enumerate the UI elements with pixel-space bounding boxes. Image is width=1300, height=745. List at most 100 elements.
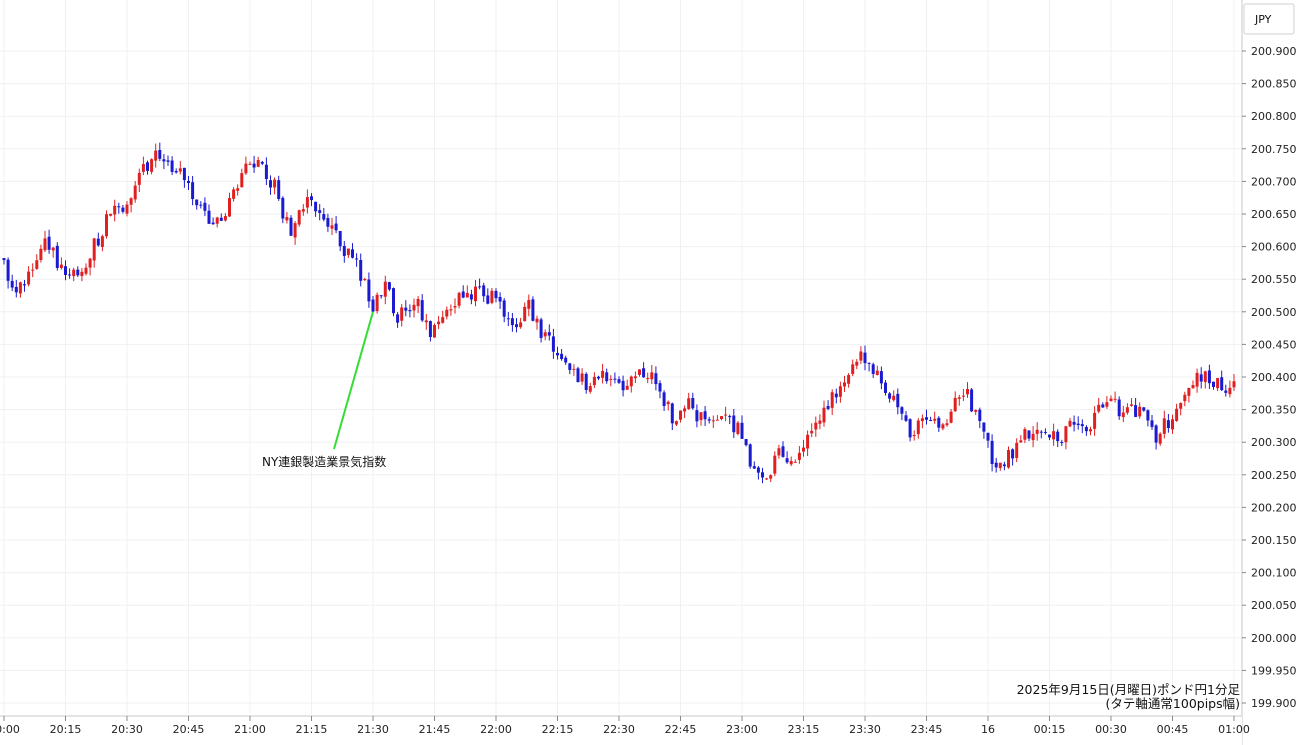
time-tick-label: 22:00 bbox=[480, 723, 512, 736]
candle-body bbox=[133, 185, 137, 200]
candle-body bbox=[6, 259, 10, 281]
price-tick-label: 200.850 bbox=[1251, 78, 1297, 91]
candle-body bbox=[146, 162, 149, 171]
candle-body bbox=[150, 159, 154, 172]
candle-body bbox=[1154, 425, 1158, 443]
candle-body bbox=[1064, 426, 1068, 443]
currency-badge[interactable] bbox=[1243, 3, 1295, 35]
candle-body bbox=[428, 321, 432, 338]
candle-body bbox=[289, 217, 293, 236]
candle-body bbox=[625, 385, 629, 390]
candle-body bbox=[715, 419, 719, 421]
candle-body bbox=[363, 278, 367, 280]
candle-body bbox=[482, 285, 486, 297]
candle-body bbox=[711, 420, 715, 422]
candle-body bbox=[1142, 407, 1146, 411]
candle-body bbox=[195, 199, 199, 206]
candle-body bbox=[916, 420, 920, 435]
candle-body bbox=[691, 398, 695, 409]
candle-body bbox=[1195, 372, 1199, 387]
candle-body bbox=[92, 238, 96, 261]
candle-body bbox=[699, 412, 703, 421]
candle-body bbox=[129, 198, 133, 205]
candle-body bbox=[867, 362, 871, 364]
candle-body bbox=[1191, 385, 1195, 389]
candle-body bbox=[568, 363, 572, 370]
candle-body bbox=[1011, 449, 1015, 459]
candle-body bbox=[1076, 423, 1080, 426]
candle-body bbox=[232, 189, 236, 199]
candle-body bbox=[986, 432, 990, 441]
candle-body bbox=[945, 423, 949, 426]
candle-body bbox=[597, 376, 600, 379]
candle-body bbox=[920, 418, 924, 422]
candle-body bbox=[449, 309, 453, 311]
candle-body bbox=[1101, 404, 1105, 408]
candle-body bbox=[355, 258, 359, 260]
candle-body bbox=[252, 163, 256, 168]
candle-body bbox=[469, 294, 473, 300]
candle-body bbox=[248, 163, 252, 165]
price-tick-label: 200.200 bbox=[1251, 501, 1297, 514]
candle-body bbox=[998, 462, 1002, 468]
candle-body bbox=[621, 380, 625, 391]
candle-body bbox=[76, 269, 80, 276]
candle-body bbox=[736, 422, 740, 434]
candle-body bbox=[687, 398, 691, 409]
candle-body bbox=[523, 306, 527, 322]
candle-body bbox=[810, 430, 814, 434]
candle-body bbox=[1027, 430, 1031, 439]
candle-body bbox=[260, 161, 264, 164]
candle-body bbox=[802, 447, 805, 452]
candle-body bbox=[1125, 407, 1129, 413]
candle-body bbox=[617, 379, 621, 383]
candle-body bbox=[806, 434, 810, 449]
candle-body bbox=[55, 245, 59, 268]
candle-body bbox=[35, 260, 39, 269]
candle-body bbox=[875, 370, 879, 376]
candle-body bbox=[1117, 399, 1121, 417]
price-tick-label: 200.700 bbox=[1251, 175, 1297, 188]
candle-body bbox=[1056, 431, 1060, 442]
candle-body bbox=[318, 210, 322, 213]
candle-body bbox=[1084, 426, 1088, 432]
candles bbox=[2, 142, 1236, 484]
candle-body bbox=[441, 317, 445, 323]
candle-body bbox=[1089, 429, 1092, 432]
candle-body bbox=[64, 266, 67, 275]
candle-body bbox=[551, 336, 555, 352]
time-tick-label: 20:15 bbox=[50, 723, 82, 736]
candle-body bbox=[638, 369, 641, 375]
candle-body bbox=[1052, 431, 1056, 440]
candle-body bbox=[781, 446, 785, 457]
candle-body bbox=[966, 389, 969, 395]
candle-body bbox=[96, 238, 100, 246]
candle-body bbox=[847, 375, 851, 384]
candle-body bbox=[59, 264, 63, 269]
candle-body bbox=[707, 419, 711, 421]
time-tick-label: 23:30 bbox=[849, 723, 881, 736]
candle-body bbox=[10, 280, 14, 288]
candle-body bbox=[14, 286, 18, 293]
price-axis-panel bbox=[1242, 0, 1300, 745]
candle-body bbox=[2, 258, 6, 261]
candle-body bbox=[970, 389, 974, 412]
candle-body bbox=[383, 281, 387, 297]
candle-body bbox=[515, 324, 518, 328]
candle-body bbox=[1039, 431, 1043, 433]
candle-body bbox=[547, 332, 551, 336]
candle-body bbox=[728, 416, 732, 418]
time-tick-label: 21:45 bbox=[419, 723, 451, 736]
candle-body bbox=[412, 304, 416, 311]
candle-body bbox=[982, 422, 986, 432]
price-tick-label: 200.600 bbox=[1251, 241, 1297, 254]
price-tick-label: 199.900 bbox=[1251, 697, 1297, 710]
candle-body bbox=[1158, 433, 1162, 444]
candle-body bbox=[769, 475, 773, 479]
candle-body bbox=[330, 225, 334, 229]
candle-body bbox=[1093, 412, 1097, 429]
candle-body bbox=[892, 395, 896, 401]
price-tick-label: 200.150 bbox=[1251, 534, 1297, 547]
price-tick-label: 200.800 bbox=[1251, 110, 1297, 123]
candle-body bbox=[1212, 381, 1215, 387]
